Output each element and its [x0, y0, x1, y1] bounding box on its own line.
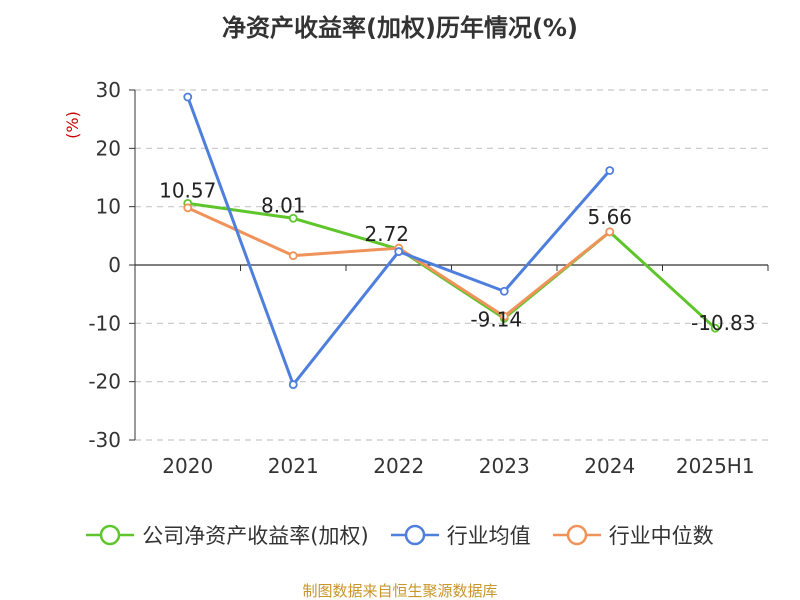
data-point[interactable] [183, 92, 193, 102]
axis-layer: 30 20 10 0 -10 -20 -30 2020 2021 2022 2023 2024 2025… [63, 78, 769, 478]
legend-item[interactable]: 行业均值 [390, 520, 531, 550]
data-point[interactable] [499, 311, 509, 321]
legend-swatch-icon [390, 524, 439, 546]
y-tick-label: 20 [96, 136, 121, 160]
y-tick-label: 30 [96, 78, 121, 102]
data-label: -10.83 [691, 311, 755, 335]
source-note: 制图数据来自恒生聚源数据库 [302, 582, 498, 600]
legend: 公司净资产收益率(加权) 行业均值 行业中位数 [0, 520, 800, 550]
data-point[interactable] [394, 247, 404, 256]
series-layer [183, 92, 720, 389]
data-point[interactable] [288, 213, 298, 223]
data-point[interactable] [605, 166, 615, 175]
legend-item[interactable]: 公司净资产收益率(加权) [86, 520, 369, 550]
legend-label: 行业中位数 [608, 524, 714, 548]
legend-swatch-icon [552, 524, 601, 546]
x-tick-label: 2024 [584, 454, 635, 478]
chart-title: 净资产收益率(加权)历年情况(%) [222, 14, 578, 42]
label-layer: 10.57 8.01 2.72 -9.14 5.66 -10.83 [159, 178, 755, 335]
x-tick-label: 2020 [162, 454, 213, 478]
legend-label: 公司净资产收益率(加权) [142, 524, 369, 548]
data-point[interactable] [288, 251, 298, 261]
data-label: 5.66 [587, 205, 632, 229]
data-point[interactable] [183, 203, 193, 213]
legend-item[interactable]: 行业中位数 [552, 520, 714, 550]
y-tick-label: -20 [88, 370, 121, 394]
data-point[interactable] [710, 323, 720, 333]
legend-swatch-icon [86, 524, 135, 546]
y-axis-label: (%) [63, 111, 82, 139]
y-tick-label: 0 [108, 253, 121, 277]
x-tick-label: 2021 [268, 454, 319, 478]
y-tick-label: 10 [96, 195, 121, 219]
data-label: -9.14 [470, 307, 522, 331]
x-tick-label: 2025H1 [676, 454, 755, 478]
data-label: 2.72 [364, 222, 409, 246]
y-tick-label: -30 [88, 428, 121, 452]
y-tick-label: -10 [88, 311, 121, 335]
data-point[interactable] [499, 286, 509, 296]
x-tick-label: 2022 [373, 454, 424, 478]
data-point[interactable] [605, 227, 615, 237]
data-label: 10.57 [159, 178, 216, 202]
x-tick-label: 2023 [479, 454, 530, 478]
data-label: 8.01 [261, 193, 306, 217]
data-point[interactable] [288, 380, 298, 389]
legend-label: 行业均值 [446, 524, 531, 548]
